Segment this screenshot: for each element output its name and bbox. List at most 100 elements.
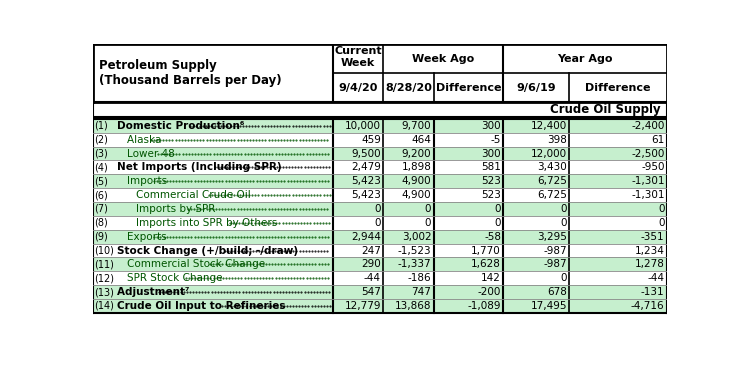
Text: Adjustment⁷: Adjustment⁷ (117, 287, 193, 297)
Text: (14): (14) (94, 301, 114, 311)
Text: -2,400: -2,400 (631, 121, 665, 131)
Text: Imports: Imports (127, 176, 170, 186)
Text: 142: 142 (481, 273, 501, 283)
Text: SPR Stock Change: SPR Stock Change (127, 273, 225, 283)
Bar (93, 285, 667, 299)
Text: 300: 300 (482, 149, 501, 159)
Text: 398: 398 (547, 135, 567, 145)
Text: 1,770: 1,770 (471, 245, 501, 255)
Text: -950: -950 (641, 162, 665, 172)
Text: -1,301: -1,301 (631, 176, 665, 186)
Text: 3,002: 3,002 (402, 232, 431, 242)
Text: -58: -58 (484, 232, 501, 242)
Text: (11): (11) (94, 259, 114, 269)
Text: 0: 0 (425, 218, 431, 228)
Text: Imports into SPR by Others: Imports into SPR by Others (136, 218, 281, 228)
Text: -987: -987 (543, 245, 567, 255)
Text: Exports: Exports (127, 232, 170, 242)
Bar (93, 244, 667, 258)
Text: 2,479: 2,479 (351, 162, 381, 172)
Text: 8/28/20: 8/28/20 (385, 83, 432, 93)
Text: 581: 581 (481, 162, 501, 172)
Text: Current
Week: Current Week (334, 46, 382, 68)
Text: -1,301: -1,301 (631, 190, 665, 200)
Text: 2,944: 2,944 (351, 232, 381, 242)
Text: (8): (8) (94, 218, 108, 228)
Text: 3,430: 3,430 (537, 162, 567, 172)
Text: 747: 747 (411, 287, 431, 297)
Text: -44: -44 (648, 273, 665, 283)
Text: 0: 0 (560, 273, 567, 283)
Text: 12,779: 12,779 (345, 301, 381, 311)
Text: 464: 464 (411, 135, 431, 145)
Bar (93, 230, 667, 244)
Text: Difference: Difference (436, 83, 501, 93)
Bar (93, 160, 667, 174)
Text: Net Imports (Including SPR): Net Imports (Including SPR) (117, 162, 286, 172)
Text: 0: 0 (374, 204, 381, 214)
Bar (93, 102, 667, 117)
Bar (93, 133, 667, 146)
Text: (7): (7) (94, 204, 108, 214)
Text: -1,089: -1,089 (468, 301, 501, 311)
Text: (3): (3) (94, 149, 108, 159)
Text: 6,725: 6,725 (537, 190, 567, 200)
Text: 0: 0 (374, 218, 381, 228)
Bar (93, 299, 667, 313)
Text: Alaska: Alaska (127, 135, 165, 145)
Text: (12): (12) (94, 273, 114, 283)
Text: 1,278: 1,278 (635, 259, 665, 269)
Bar (93, 44, 667, 102)
Bar (93, 188, 667, 202)
Bar (93, 271, 667, 285)
Text: 4,900: 4,900 (402, 176, 431, 186)
Text: 0: 0 (494, 218, 501, 228)
Bar (93, 119, 667, 133)
Text: 9/6/19: 9/6/19 (516, 83, 556, 93)
Text: (5): (5) (94, 176, 108, 186)
Text: 1,898: 1,898 (402, 162, 431, 172)
Text: Year Ago: Year Ago (557, 54, 613, 64)
Text: 12,400: 12,400 (531, 121, 567, 131)
Text: 10,000: 10,000 (345, 121, 381, 131)
Text: -987: -987 (543, 259, 567, 269)
Bar (93, 174, 667, 188)
Text: 523: 523 (481, 190, 501, 200)
Text: 1,234: 1,234 (635, 245, 665, 255)
Text: -200: -200 (478, 287, 501, 297)
Text: -4,716: -4,716 (631, 301, 665, 311)
Text: Commercial Crude Oil: Commercial Crude Oil (136, 190, 254, 200)
Text: -351: -351 (641, 232, 665, 242)
Text: 0: 0 (658, 204, 665, 214)
Text: -131: -131 (641, 287, 665, 297)
Text: (13): (13) (94, 287, 114, 297)
Text: -5: -5 (491, 135, 501, 145)
Bar (93, 258, 667, 271)
Text: 0: 0 (560, 218, 567, 228)
Text: 0: 0 (425, 204, 431, 214)
Bar (93, 202, 667, 216)
Text: 4,900: 4,900 (402, 190, 431, 200)
Text: (1): (1) (94, 121, 108, 131)
Text: 6,725: 6,725 (537, 176, 567, 186)
Text: 247: 247 (361, 245, 381, 255)
Text: 459: 459 (361, 135, 381, 145)
Text: Lower 48: Lower 48 (127, 149, 178, 159)
Text: 5,423: 5,423 (351, 176, 381, 186)
Text: 300: 300 (482, 121, 501, 131)
Text: 0: 0 (494, 204, 501, 214)
Text: 0: 0 (658, 218, 665, 228)
Text: Week Ago: Week Ago (412, 54, 474, 64)
Text: -1,337: -1,337 (398, 259, 431, 269)
Text: Stock Change (+/build; -/draw): Stock Change (+/build; -/draw) (117, 245, 302, 255)
Text: 13,868: 13,868 (395, 301, 431, 311)
Text: 9,500: 9,500 (351, 149, 381, 159)
Text: -1,523: -1,523 (398, 245, 431, 255)
Bar (93, 216, 667, 230)
Text: (9): (9) (94, 232, 108, 242)
Text: (2): (2) (94, 135, 108, 145)
Text: (4): (4) (94, 162, 108, 172)
Text: 3,295: 3,295 (537, 232, 567, 242)
Text: 9,200: 9,200 (402, 149, 431, 159)
Text: 1,628: 1,628 (471, 259, 501, 269)
